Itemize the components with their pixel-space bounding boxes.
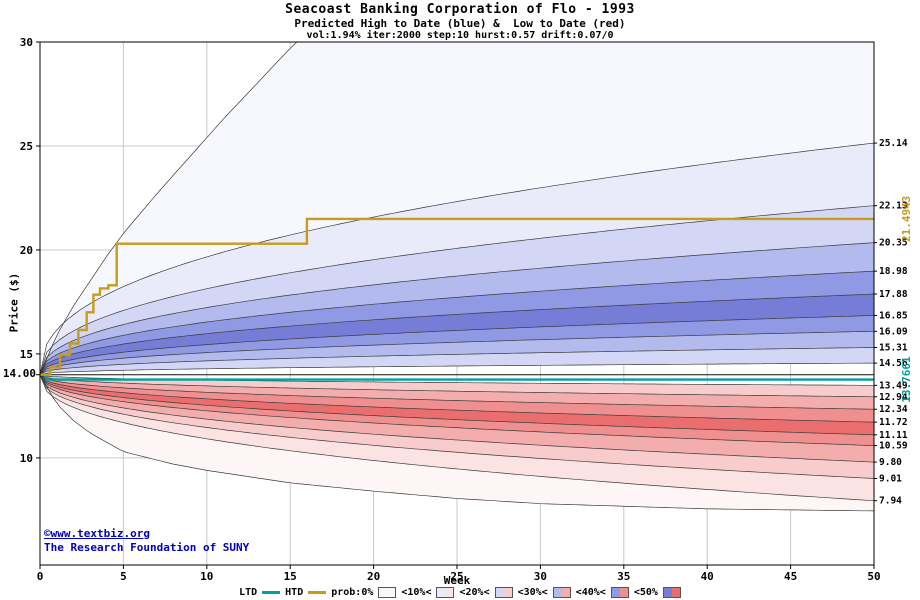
svg-text:5: 5 [120,570,127,583]
watermark: ©www.textbiz.org The Research Foundation… [44,527,249,555]
svg-text:9.80: 9.80 [879,457,902,468]
svg-text:14.56: 14.56 [879,358,908,369]
legend-prob-label: <50% [633,587,658,598]
svg-text:12.94: 12.94 [879,392,908,403]
legend-htd-label: HTD [285,587,304,598]
legend-prob-swatch [436,587,455,598]
svg-text:30: 30 [20,36,33,49]
legend-ltd-label: LTD [239,587,258,598]
legend-prob-swatch [662,587,681,598]
chart-title: Seacoast Banking Corporation of Flo - 19… [285,2,635,17]
svg-text:25: 25 [20,140,33,153]
svg-text:17.88: 17.88 [879,289,908,300]
svg-text:15: 15 [284,570,297,583]
svg-text:15: 15 [20,348,33,361]
y-axis-title: Price ($) [7,272,21,333]
svg-text:25: 25 [450,570,463,583]
svg-text:20: 20 [367,570,380,583]
x-axis-title: Week [443,574,471,587]
chart-params: vol:1.94% iter:2000 step:10 hurst:0.57 d… [306,30,614,41]
legend-ltd-swatch [262,591,281,594]
legend-prob-label: prob:0% [331,587,374,598]
right-quantile-labels: 14.56 15.31 16.09 16.85 17.88 18.98 20.35 22.13… [879,138,908,507]
svg-text:11.72: 11.72 [879,417,908,428]
svg-text:22.13: 22.13 [879,201,908,212]
htd-line [40,217,874,376]
svg-text:13.49: 13.49 [879,380,908,391]
svg-text:16.09: 16.09 [879,326,908,337]
ltd-final-label: 13.7661 [900,356,913,403]
watermark-org: The Research Foundation of SUNY [44,541,250,554]
svg-text:16.85: 16.85 [879,310,908,321]
svg-text:15.31: 15.31 [879,342,908,353]
watermark-url-link[interactable]: ©www.textbiz.org [44,527,150,540]
svg-text:20: 20 [20,244,33,257]
legend: LTD HTD prob:0% <10%< <20%< <30%< <40%< <50% [0,587,920,598]
legend-prob-items: prob:0% <10%< <20%< <30%< <40%< <50% [331,587,681,598]
svg-text:25.14: 25.14 [879,138,908,149]
svg-text:20.35: 20.35 [879,238,908,249]
start-price-label: 14.00 [2,367,36,380]
legend-prob-label: <10%< [401,587,432,598]
svg-text:18.98: 18.98 [879,266,908,277]
title-block: Seacoast Banking Corporation of Flo - 19… [0,2,920,41]
svg-text:10: 10 [200,570,213,583]
htd-final-label: 21.4943 [900,196,913,242]
legend-prob-label: <30%< [517,587,548,598]
svg-text:30: 30 [534,570,547,583]
legend-prob-label: <20%< [459,587,490,598]
legend-prob-swatch [378,587,397,598]
svg-text:11.11: 11.11 [879,430,908,441]
svg-text:50: 50 [867,570,880,583]
svg-text:7.94: 7.94 [879,496,902,507]
legend-prob-swatch [610,587,629,598]
svg-text:10: 10 [20,452,33,465]
probability-bands [40,42,874,511]
legend-prob-label: <40%< [575,587,606,598]
legend-htd-swatch [308,591,327,594]
quantile-boundary-lines [40,42,874,512]
svg-text:40: 40 [701,570,714,583]
axis-tick-labels: 0 5 10 15 20 25 30 35 40 45 50 10 15 20 25 30 [20,36,881,583]
svg-text:10.59: 10.59 [879,441,908,452]
legend-prob-swatch [552,587,571,598]
legend-prob-swatch [494,587,513,598]
svg-text:45: 45 [784,570,797,583]
svg-text:0: 0 [37,570,44,583]
svg-text:9.01: 9.01 [879,473,902,484]
svg-text:35: 35 [617,570,630,583]
chart-subtitle: Predicted High to Date (blue) & Low to D… [294,17,626,30]
svg-text:12.34: 12.34 [879,404,908,415]
axis-ticks [36,41,877,569]
